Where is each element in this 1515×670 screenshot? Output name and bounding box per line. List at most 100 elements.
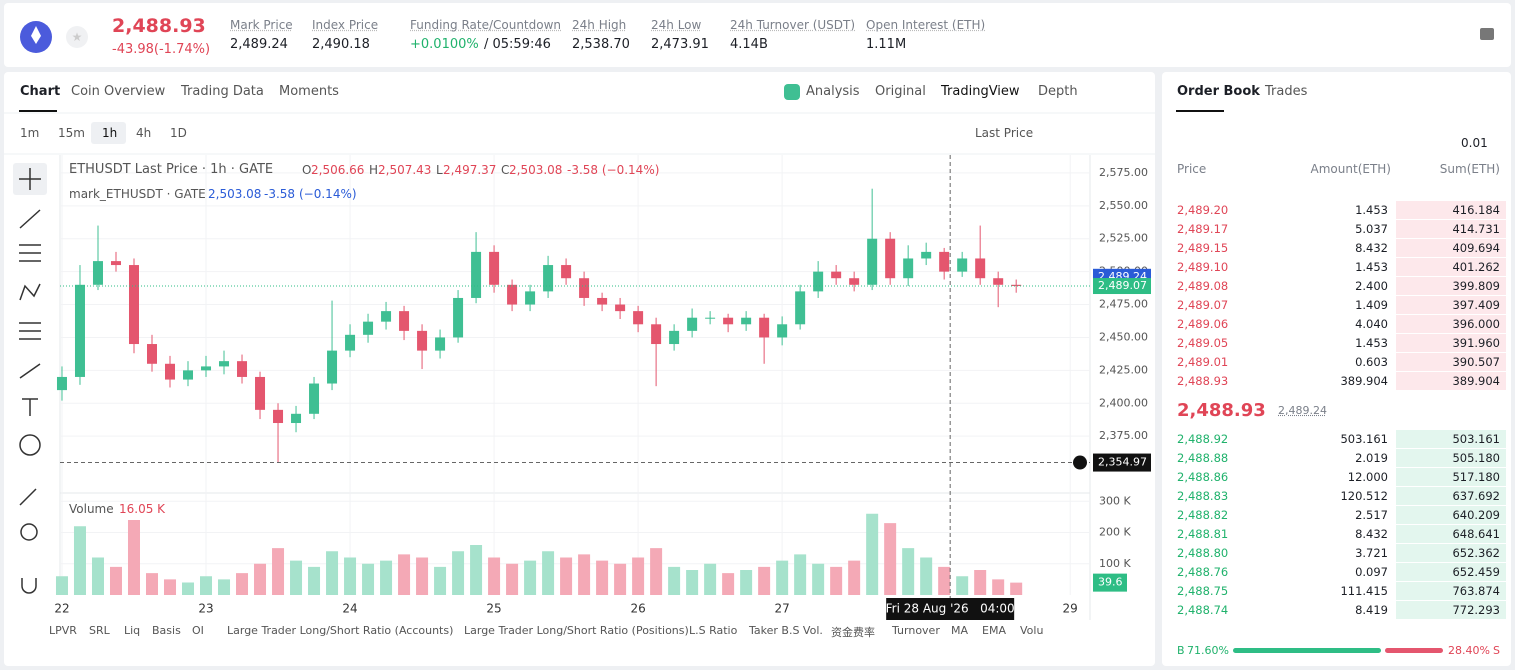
ob-amount: 8.432 [1355, 241, 1388, 255]
tab[interactable]: Moments [279, 84, 339, 99]
ob-amount: 5.037 [1355, 222, 1388, 236]
ob-price[interactable]: 2,489.17 [1177, 222, 1229, 236]
indicator[interactable]: 资金费率 [831, 626, 875, 639]
indicator[interactable]: LPVR [49, 624, 77, 637]
view-tab[interactable]: Analysis [806, 84, 860, 99]
ob-col: Price [1177, 162, 1207, 176]
indicator[interactable]: EMA [982, 624, 1006, 637]
tab[interactable]: Chart [20, 84, 61, 99]
ohlc-key: L [436, 163, 443, 177]
ob-sum: 763.874 [1452, 584, 1500, 598]
ob-amount: 389.904 [1340, 374, 1388, 388]
interval[interactable]: 1m [20, 126, 40, 140]
eth-icon [31, 26, 41, 44]
ob-sum: 396.000 [1452, 317, 1500, 331]
analysis-icon [784, 84, 800, 100]
ob-price[interactable]: 2,489.07 [1177, 298, 1229, 312]
indicator[interactable]: MA [951, 624, 969, 637]
ob-amount: 2.400 [1355, 279, 1388, 293]
indicator[interactable]: Large Trader Long/Short Ratio (Positions… [464, 624, 689, 637]
ob-price[interactable]: 2,489.08 [1177, 279, 1229, 293]
view-tab[interactable]: TradingView [941, 84, 1020, 99]
precision[interactable]: 0.01 [1461, 136, 1488, 150]
ob-price[interactable]: 2,488.75 [1177, 584, 1229, 598]
ob-amount: 1.453 [1355, 203, 1388, 217]
stat-value: 2,538.70 [572, 37, 630, 52]
interval[interactable]: 1h [102, 126, 118, 140]
depth-bg [1396, 315, 1506, 333]
interval[interactable]: 4h [136, 126, 152, 140]
stat-label: Funding Rate/Countdown [410, 18, 562, 32]
ob-price[interactable]: 2,489.10 [1177, 260, 1229, 274]
ob-price[interactable]: 2,488.83 [1177, 489, 1229, 503]
depth-bg [1396, 353, 1506, 371]
indicator[interactable]: Turnover [892, 624, 940, 637]
interval[interactable]: 1D [170, 126, 187, 140]
ohlc-value: 2,506.66 [311, 163, 365, 177]
menu-icon[interactable] [1480, 28, 1494, 40]
ob-price[interactable]: 2,489.15 [1177, 241, 1229, 255]
ob-price[interactable]: 2,488.80 [1177, 546, 1229, 560]
ob-amount: 1.409 [1355, 298, 1388, 312]
ob-sum: 505.180 [1452, 451, 1500, 465]
depth-bg [1396, 239, 1506, 257]
indicator[interactable]: SRL [89, 624, 110, 637]
ob-tab[interactable]: Order Book [1177, 84, 1260, 99]
indicator[interactable]: OI [192, 624, 204, 637]
ob-last: 2,488.93 [1177, 400, 1266, 421]
indicator[interactable]: Basis [152, 624, 181, 637]
ob-sum: 409.694 [1452, 241, 1500, 255]
indicator[interactable]: Taker B.S Vol. [749, 624, 823, 637]
indicator[interactable]: L.S Ratio [689, 624, 738, 637]
ob-price[interactable]: 2,489.06 [1177, 317, 1229, 331]
ob-price[interactable]: 2,489.20 [1177, 203, 1229, 217]
stat-value: +0.0100% [410, 37, 479, 52]
ohlc-value: 2,497.37 [443, 163, 497, 177]
ob-price[interactable]: 2,488.86 [1177, 470, 1229, 484]
ob-price[interactable]: 2,488.92 [1177, 432, 1229, 446]
ratio-buy: 71.60% [1187, 644, 1229, 657]
ob-price[interactable]: 2,489.05 [1177, 336, 1229, 350]
view-tab[interactable]: Original [875, 84, 926, 99]
ob-price[interactable]: 2,488.74 [1177, 603, 1229, 617]
view-tab[interactable]: Depth [1038, 84, 1078, 99]
stat-label: Open Interest (ETH) [866, 18, 986, 32]
indicator[interactable]: Volu [1020, 624, 1044, 637]
ohlc-key: C [501, 163, 510, 177]
ob-sum: 772.293 [1452, 603, 1500, 617]
indicator[interactable]: Large Trader Long/Short Ratio (Accounts) [227, 624, 454, 637]
indicator[interactable]: Liq [124, 624, 141, 637]
mark-pct: (−0.14%) [299, 187, 357, 201]
ob-price[interactable]: 2,488.81 [1177, 527, 1229, 541]
ob-amount: 8.419 [1355, 603, 1388, 617]
tab[interactable]: Trading Data [181, 84, 264, 99]
interval[interactable]: 15m [58, 126, 85, 140]
favorite[interactable]: ★ [66, 26, 88, 48]
depth-bg [1396, 506, 1506, 524]
ob-sum: 640.209 [1452, 508, 1500, 522]
ob-tab[interactable]: Trades [1265, 84, 1308, 99]
mark-change: -3.58 [264, 187, 296, 201]
ratio-key: S [1493, 644, 1500, 657]
depth-bg [1396, 525, 1506, 543]
depth-bg [1396, 277, 1506, 295]
stat-value: / 05:59:46 [484, 37, 551, 52]
price-source[interactable]: Last Price [975, 126, 1034, 140]
ob-mark: 2,489.24 [1278, 404, 1327, 417]
depth-bg [1396, 296, 1506, 314]
ob-price[interactable]: 2,488.93 [1177, 374, 1229, 388]
ob-price[interactable]: 2,489.01 [1177, 355, 1229, 369]
ratio-key: B [1177, 644, 1185, 657]
ob-amount: 12.000 [1347, 470, 1388, 484]
stat-value: 2,489.24 [230, 37, 288, 52]
volume-value: 16.05 K [119, 502, 166, 516]
tab[interactable]: Coin Overview [71, 84, 166, 99]
depth-bg [1396, 449, 1506, 467]
ob-price[interactable]: 2,488.82 [1177, 508, 1229, 522]
depth-bg [1396, 582, 1506, 600]
ob-sum: 401.262 [1452, 260, 1500, 274]
ob-price[interactable]: 2,488.88 [1177, 451, 1229, 465]
ob-sum: 503.161 [1452, 432, 1500, 446]
ob-price[interactable]: 2,488.76 [1177, 565, 1229, 579]
ob-sum: 397.409 [1452, 298, 1500, 312]
